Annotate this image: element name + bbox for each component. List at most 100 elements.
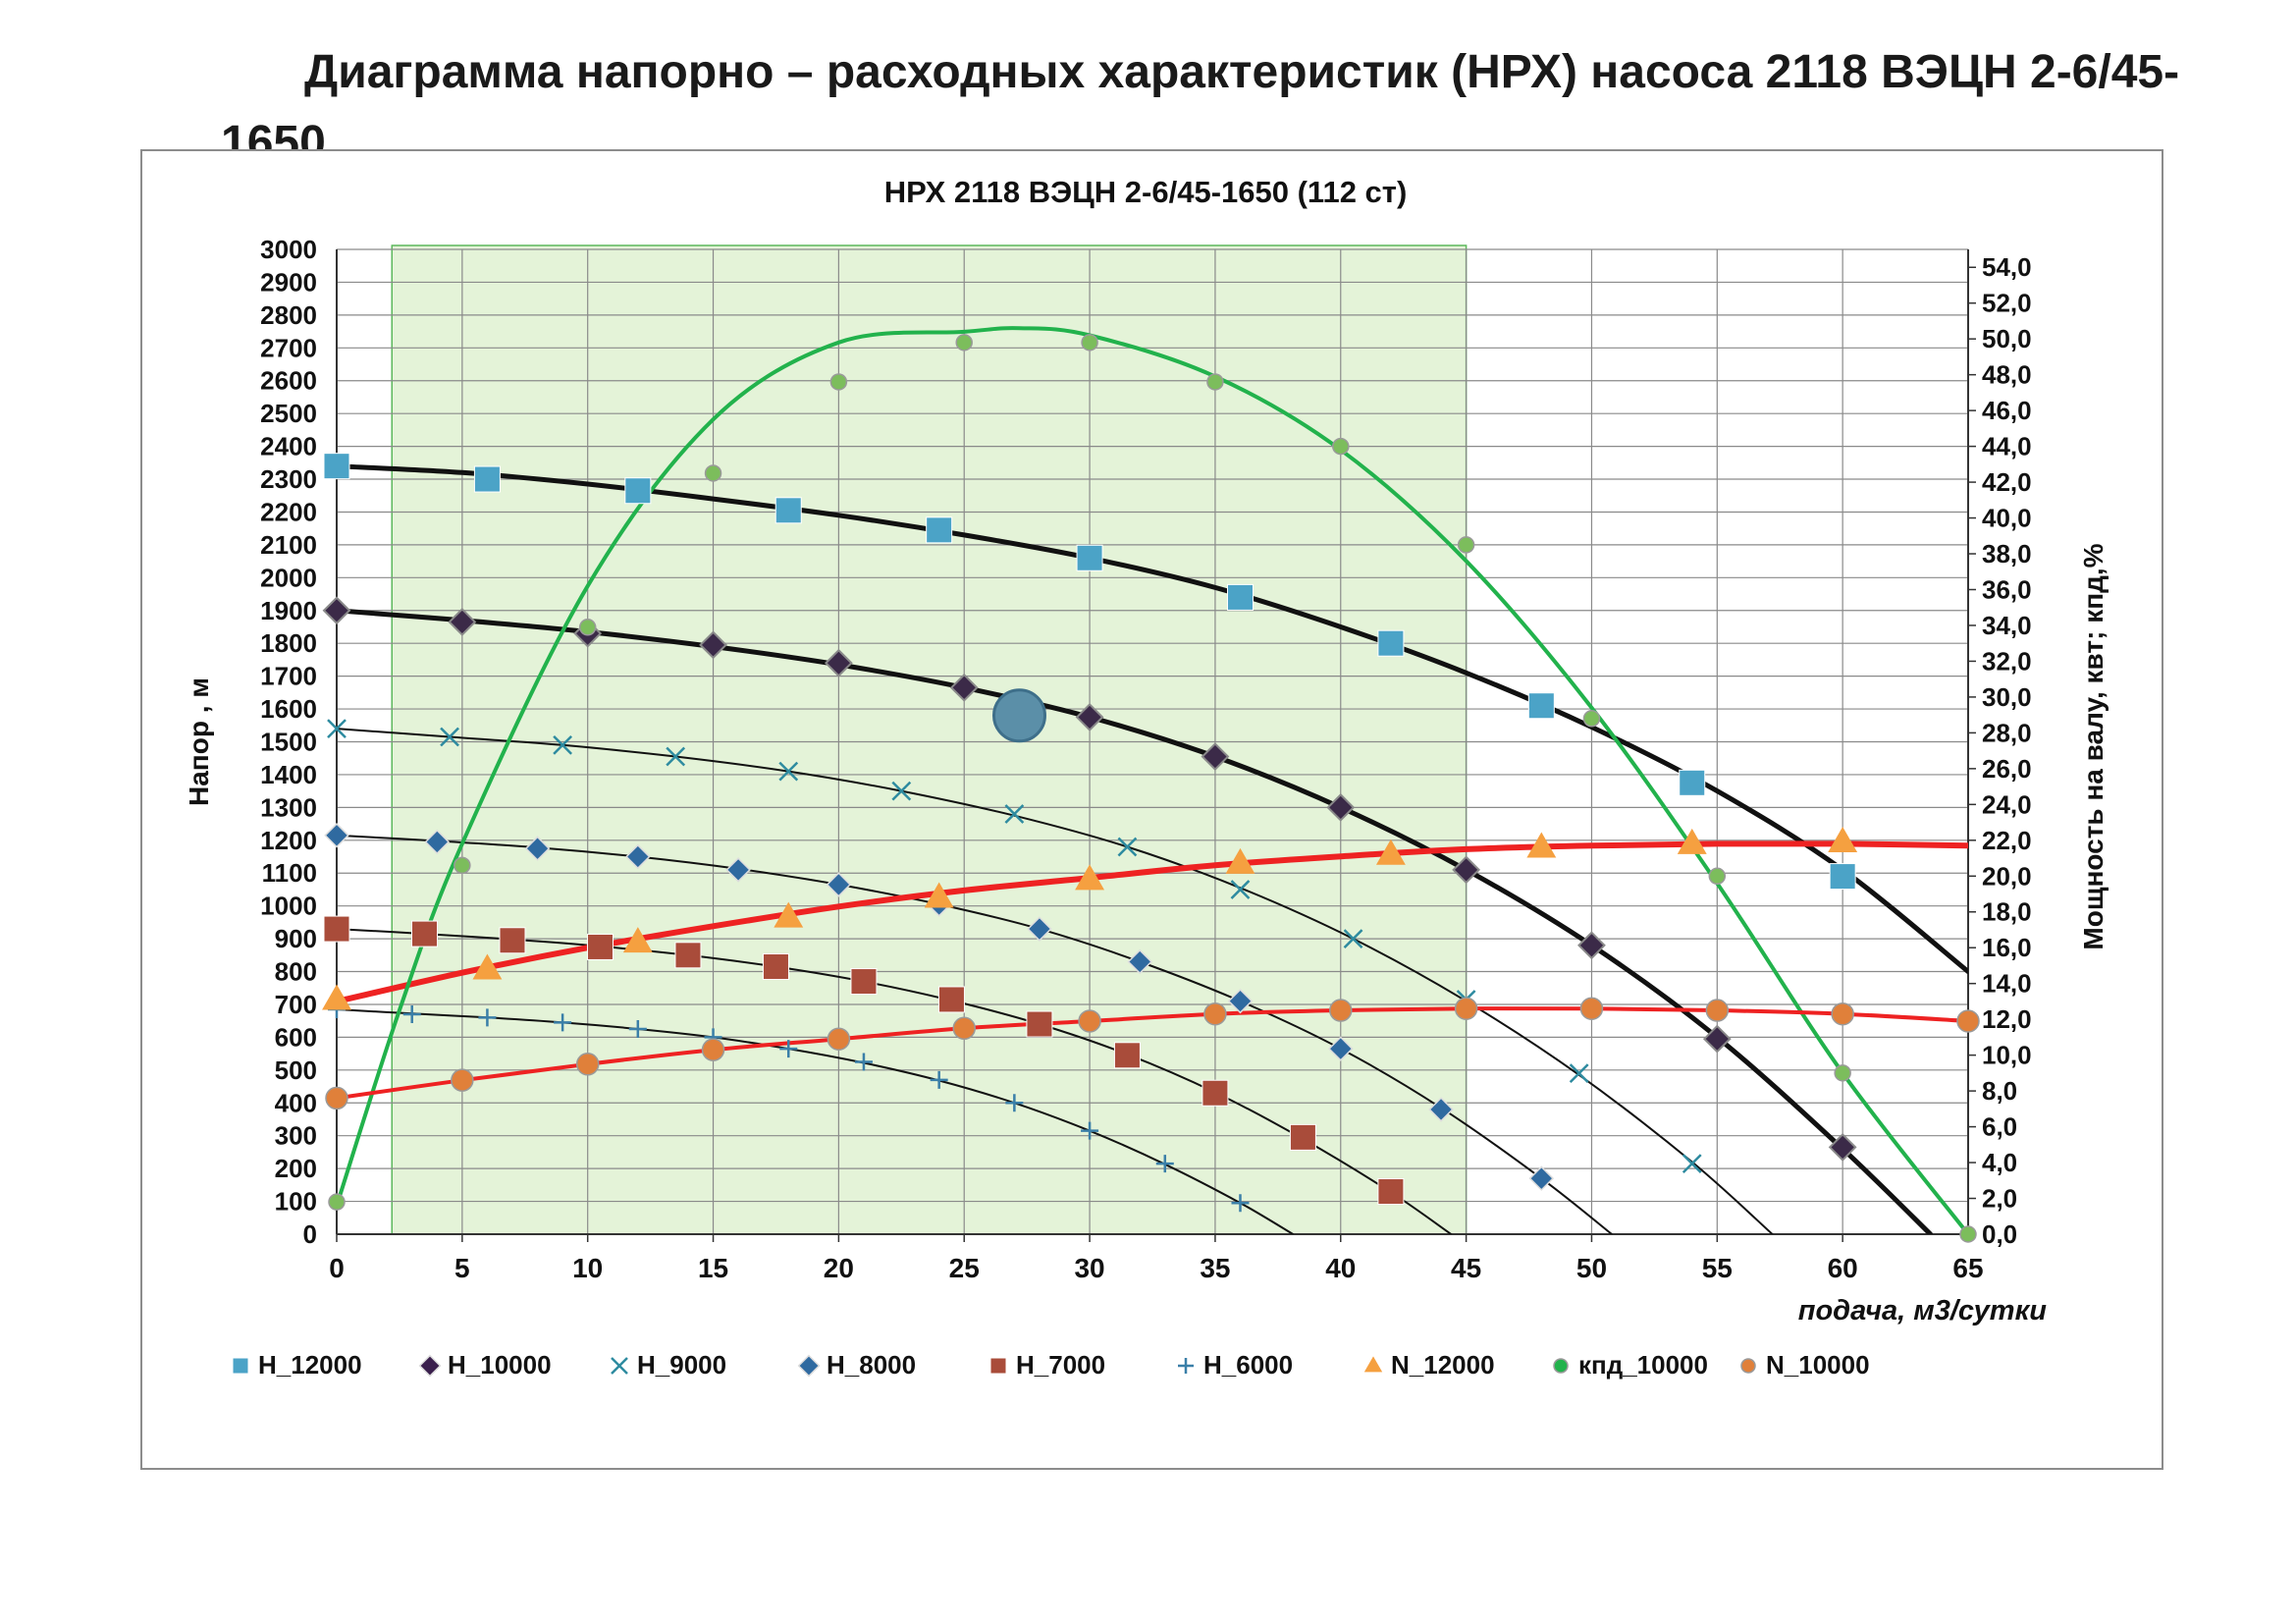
- point-кпд_10000-8: [1332, 437, 1350, 456]
- point-Н_10000-7: [1201, 742, 1230, 771]
- x-axis-label: подача, м3/сутки: [1798, 1295, 2048, 1326]
- y-axis-label: Напор , м: [184, 677, 214, 806]
- x-tick-label-60: 60: [1828, 1253, 1858, 1283]
- y-tick-label-600: 600: [275, 1022, 317, 1052]
- y2-tick-label-14: 14,0: [1982, 969, 2032, 999]
- point-Н_12000-4: [926, 516, 953, 544]
- legend-marker-N_12000: [1363, 1356, 1383, 1373]
- point-N_10000-6: [1078, 1009, 1101, 1033]
- legend-item-кпд_10000: кпд_10000: [1553, 1350, 1708, 1380]
- point-кпд_10000-0: [328, 1193, 346, 1211]
- point-N_10000-11: [1705, 999, 1730, 1022]
- legend-marker-Н_8000: [797, 1354, 821, 1378]
- point-Н_9000-6: [1004, 804, 1025, 824]
- y2-tick-label-10: 10,0: [1982, 1041, 2032, 1070]
- point-кпд_10000-10: [1582, 710, 1601, 728]
- point-N_10000-3: [701, 1038, 725, 1061]
- legend-item-N_10000: N_10000: [1740, 1350, 1870, 1380]
- y-tick-label-1700: 1700: [260, 662, 317, 691]
- point-Н_9000-9: [1343, 929, 1363, 948]
- series-Н_9000: [327, 719, 1702, 1174]
- x-tick-label-45: 45: [1451, 1253, 1481, 1283]
- point-Н_9000-7: [1117, 837, 1138, 857]
- y-tick-label-1400: 1400: [260, 760, 317, 789]
- y-tick-label-2400: 2400: [260, 432, 317, 461]
- point-Н_12000-2: [624, 477, 652, 505]
- point-N_10000-10: [1579, 997, 1604, 1020]
- y2-tick-label-38: 38,0: [1982, 539, 2032, 568]
- y2-tick-label-12: 12,0: [1982, 1004, 2032, 1034]
- point-Н_8000-11: [1428, 1097, 1454, 1122]
- point-Н_10000-9: [1452, 855, 1481, 885]
- point-Н_7000-1: [410, 920, 438, 947]
- legend-label-кпд_10000: кпд_10000: [1578, 1350, 1708, 1380]
- point-Н_6000-6: [779, 1040, 798, 1058]
- y-tick-label-2500: 2500: [260, 399, 317, 428]
- point-кпд_10000-2: [578, 619, 597, 636]
- point-кпд_10000-3: [704, 464, 722, 482]
- point-кпд_10000-11: [1708, 867, 1727, 886]
- series-N_10000: [325, 997, 1980, 1110]
- point-Н_10000-3: [699, 630, 727, 660]
- point-Н_6000-1: [402, 1004, 421, 1023]
- point-Н_7000-10: [1201, 1079, 1229, 1107]
- y2-tick-label-44: 44,0: [1982, 432, 2032, 461]
- point-Н_10000-11: [1702, 1024, 1732, 1054]
- legend-label-Н_9000: Н_9000: [637, 1350, 726, 1380]
- point-Н_9000-4: [778, 761, 799, 782]
- point-Н_8000-5: [826, 872, 852, 897]
- point-Н_12000-3: [774, 497, 802, 524]
- y2-tick-label-36: 36,0: [1982, 574, 2032, 604]
- point-N_10000-7: [1203, 1001, 1227, 1026]
- point-Н_7000-3: [586, 933, 614, 960]
- point-Н_7000-7: [937, 986, 965, 1013]
- legend-label-Н_6000: Н_6000: [1203, 1350, 1293, 1380]
- y-tick-label-2200: 2200: [260, 497, 317, 526]
- series-N_12000: [322, 827, 1858, 1010]
- point-N_12000-5: [1075, 864, 1105, 891]
- x-tick-label-15: 15: [698, 1253, 728, 1283]
- point-Н_6000-3: [554, 1013, 572, 1032]
- point-N_10000-8: [1329, 999, 1353, 1022]
- series-Н_6000: [328, 1000, 1250, 1213]
- point-Н_9000-1: [440, 727, 459, 747]
- x-tick-label-0: 0: [329, 1253, 345, 1283]
- legend-item-Н_12000: Н_12000: [232, 1350, 362, 1380]
- point-N_12000-1: [472, 953, 503, 980]
- trend-line-Н_6000: [337, 1008, 1295, 1234]
- point-Н_7000-8: [1026, 1010, 1053, 1038]
- point-N_10000-12: [1831, 1001, 1854, 1026]
- point-N_12000-2: [622, 927, 653, 953]
- y-tick-label-2800: 2800: [260, 300, 317, 330]
- point-Н_8000-9: [1227, 988, 1254, 1014]
- y2-tick-label-6: 6,0: [1982, 1112, 2017, 1142]
- point-Н_9000-5: [891, 781, 912, 801]
- point-N_10000-0: [325, 1086, 348, 1110]
- legend-item-Н_10000: Н_10000: [418, 1350, 552, 1380]
- point-N_10000-4: [827, 1027, 851, 1051]
- legend-item-Н_9000: Н_9000: [611, 1350, 726, 1380]
- y2-tick-label-24: 24,0: [1982, 789, 2032, 819]
- y2-tick-label-46: 46,0: [1982, 396, 2032, 425]
- x-tick-label-25: 25: [949, 1253, 980, 1283]
- y2-tick-label-52: 52,0: [1982, 289, 2032, 318]
- y2-tick-label-54: 54,0: [1982, 252, 2032, 282]
- point-Н_8000-7: [1027, 916, 1052, 942]
- point-Н_6000-4: [628, 1020, 647, 1039]
- y-tick-label-1900: 1900: [260, 596, 317, 625]
- y2-tick-label-22: 22,0: [1982, 826, 2032, 855]
- point-Н_7000-0: [323, 915, 350, 943]
- y-tick-label-1100: 1100: [262, 858, 317, 888]
- y2-tick-label-16: 16,0: [1982, 933, 2032, 962]
- point-кпд_10000-9: [1457, 536, 1475, 554]
- x-tick-label-65: 65: [1952, 1253, 1983, 1283]
- legend-label-N_10000: N_10000: [1766, 1350, 1870, 1380]
- y2-tick-label-48: 48,0: [1982, 360, 2032, 390]
- y-tick-label-300: 300: [275, 1121, 317, 1151]
- point-Н_12000-0: [323, 453, 350, 480]
- x-tick-label-10: 10: [572, 1253, 603, 1283]
- point-Н_6000-8: [930, 1070, 948, 1089]
- point-N_12000-8: [1526, 832, 1557, 858]
- page-title: Диаграмма напорно – расходных характерис…: [221, 46, 2180, 169]
- legend-item-Н_7000: Н_7000: [989, 1350, 1105, 1380]
